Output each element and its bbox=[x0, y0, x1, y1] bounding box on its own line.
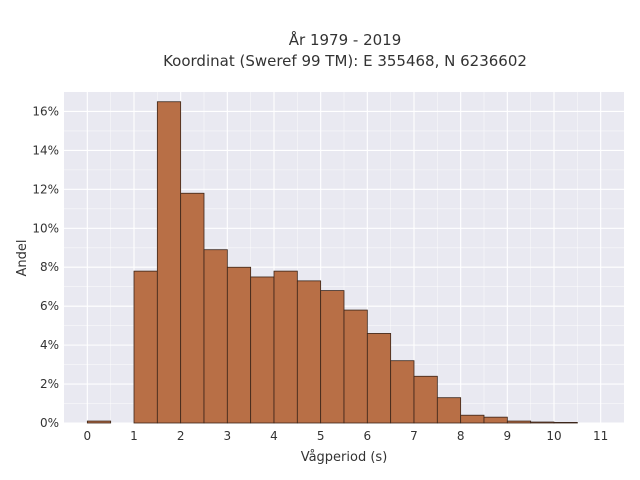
x-axis-label: Vågperiod (s) bbox=[301, 450, 388, 465]
x-tick-label: 11 bbox=[593, 429, 608, 443]
x-tick-label: 2 bbox=[177, 429, 185, 443]
histogram-bar bbox=[506, 420, 532, 424]
x-axis-ticks: 0 1 2 3 4 5 6 7 8 9 10 11 bbox=[84, 429, 609, 443]
y-tick-label: 12% bbox=[32, 182, 59, 196]
histogram-bar bbox=[343, 309, 368, 424]
y-tick-label: 4% bbox=[40, 338, 59, 352]
chart-title-line-2: Koordinat (Sweref 99 TM): E 355468, N 62… bbox=[163, 52, 527, 70]
y-tick-label: 8% bbox=[40, 260, 59, 274]
histogram-bar bbox=[86, 420, 112, 424]
x-tick-label: 9 bbox=[504, 429, 512, 443]
y-tick-label: 6% bbox=[40, 299, 59, 313]
histogram-bar bbox=[273, 270, 298, 424]
histogram-bar bbox=[460, 414, 485, 424]
histogram-bar bbox=[320, 290, 345, 424]
histogram-bar bbox=[133, 270, 158, 424]
y-axis-ticks: 0% 2% 4% 6% 8% 10% 12% 14% 16% bbox=[32, 104, 59, 430]
x-tick-label: 1 bbox=[130, 429, 138, 443]
histogram-bar bbox=[250, 276, 275, 424]
x-tick-label: 8 bbox=[457, 429, 465, 443]
x-tick-label: 3 bbox=[224, 429, 232, 443]
histogram-bar bbox=[296, 280, 322, 424]
histogram-bar bbox=[436, 397, 462, 424]
histogram-bar bbox=[226, 266, 252, 424]
histogram-bar bbox=[483, 416, 508, 424]
x-tick-label: 5 bbox=[317, 429, 325, 443]
histogram-bar bbox=[530, 421, 555, 424]
x-tick-label: 4 bbox=[270, 429, 278, 443]
histogram-bar bbox=[366, 333, 392, 424]
histogram-bars bbox=[86, 101, 578, 424]
histogram-bar bbox=[180, 192, 205, 424]
histogram-bar bbox=[413, 375, 438, 424]
chart-title-line-1: År 1979 - 2019 bbox=[289, 30, 402, 49]
histogram-bar bbox=[390, 360, 415, 424]
y-tick-label: 16% bbox=[32, 104, 59, 118]
histogram-bar bbox=[156, 101, 182, 424]
x-tick-label: 0 bbox=[84, 429, 92, 443]
y-tick-label: 0% bbox=[40, 416, 59, 430]
histogram-bar bbox=[203, 249, 228, 424]
x-tick-label: 7 bbox=[410, 429, 418, 443]
x-tick-label: 10 bbox=[546, 429, 561, 443]
y-axis-label: Andel bbox=[15, 240, 30, 277]
y-tick-label: 2% bbox=[40, 377, 59, 391]
y-tick-label: 14% bbox=[32, 143, 59, 157]
histogram-bar bbox=[553, 422, 578, 424]
x-tick-label: 6 bbox=[364, 429, 372, 443]
y-tick-label: 10% bbox=[32, 221, 59, 235]
